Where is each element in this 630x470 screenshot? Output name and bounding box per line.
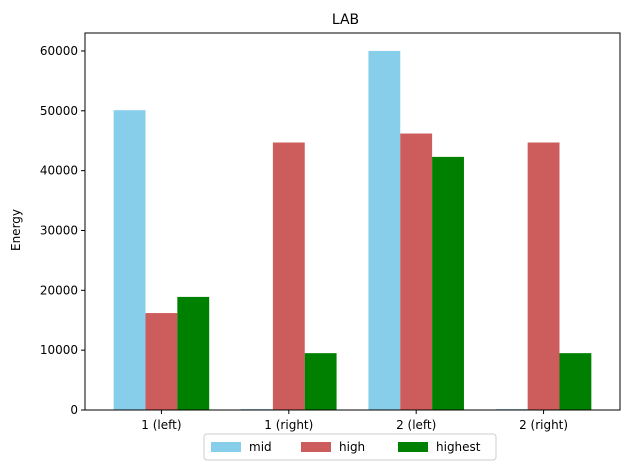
x-tick-label: 1 (right) bbox=[264, 418, 313, 432]
y-axis-label: Energy bbox=[9, 209, 23, 251]
y-axis-ticks: 0 10000 20000 30000 40000 50000 60000 bbox=[40, 44, 85, 417]
x-tick-label: 2 (left) bbox=[396, 418, 436, 432]
y-tick-label: 20000 bbox=[40, 283, 78, 297]
legend-swatch-mid bbox=[211, 442, 241, 452]
chart-title: LAB bbox=[332, 12, 359, 28]
x-tick-label: 2 (right) bbox=[519, 418, 568, 432]
bar-highest-3 bbox=[559, 353, 592, 410]
bar-high-3 bbox=[527, 142, 560, 410]
bar-highest-0 bbox=[177, 296, 210, 410]
y-tick-label: 60000 bbox=[40, 44, 78, 58]
legend-label-high: high bbox=[339, 440, 365, 454]
bar-high-2 bbox=[400, 133, 433, 410]
y-tick-label: 0 bbox=[70, 403, 78, 417]
legend-frame bbox=[203, 433, 497, 461]
bar-high-1 bbox=[272, 142, 305, 410]
legend-label-mid: mid bbox=[249, 440, 272, 454]
legend: mid high highest bbox=[203, 433, 497, 461]
y-tick-label: 10000 bbox=[40, 343, 78, 357]
plot-area-frame bbox=[84, 32, 621, 411]
bar-mid-0 bbox=[113, 110, 146, 410]
bar-mid-2 bbox=[368, 50, 401, 410]
y-tick-label: 50000 bbox=[40, 104, 78, 118]
bar-high-0 bbox=[145, 313, 178, 410]
y-tick-label: 40000 bbox=[40, 164, 78, 178]
y-tick-label: 30000 bbox=[40, 223, 78, 237]
legend-swatch-high bbox=[301, 442, 331, 452]
legend-swatch-highest bbox=[398, 442, 428, 452]
bar-highest-2 bbox=[432, 156, 464, 410]
legend-label-highest: highest bbox=[436, 440, 481, 454]
bars-group bbox=[113, 50, 592, 410]
x-tick-label: 1 (left) bbox=[141, 418, 181, 432]
bar-highest-1 bbox=[304, 353, 337, 410]
x-axis-ticks: 1 (left) 1 (right) 2 (left) 2 (right) bbox=[141, 410, 568, 432]
